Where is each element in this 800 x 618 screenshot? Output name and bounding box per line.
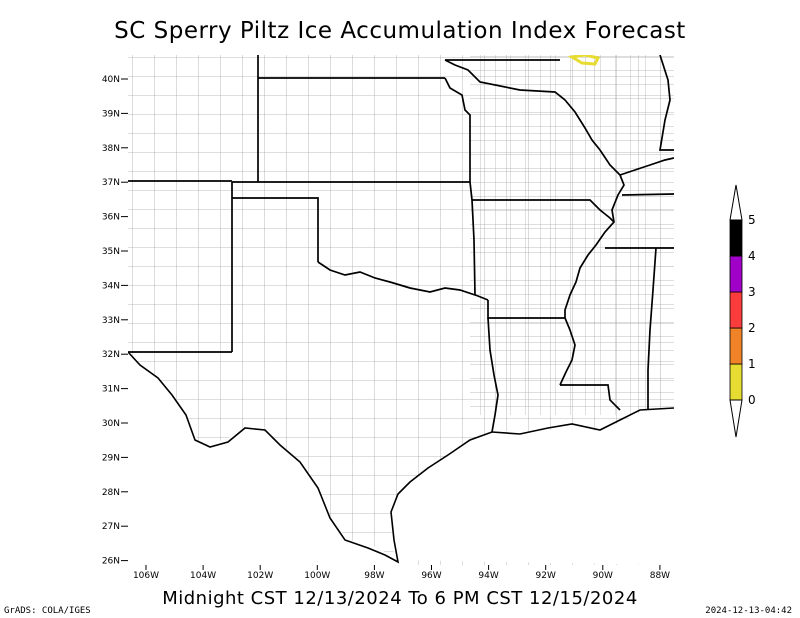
colorbar-swatch	[729, 291, 743, 329]
lat-tick-label: 29N	[102, 453, 120, 463]
lat-tick-label: 35N	[102, 247, 120, 257]
map-content	[128, 55, 674, 565]
colorbar-bottom-arrow	[729, 399, 743, 438]
lat-tick-label: 32N	[102, 350, 120, 360]
gulf-of-mexico	[390, 408, 674, 565]
colorbar-swatch	[729, 255, 743, 293]
run-timestamp: 2024-12-13-04:42	[705, 606, 792, 616]
valid-period: Midnight CST 12/13/2024 To 6 PM CST 12/1…	[162, 588, 638, 609]
mississippi-river-border	[444, 59, 625, 386]
lon-tick-label: 102W	[247, 571, 273, 581]
lon-tick-label: 90W	[593, 571, 613, 581]
lat-tick-label: 38N	[102, 144, 120, 154]
map-title: SC Sperry Piltz Ice Accumulation Index F…	[114, 18, 686, 44]
colorbar-label: 5	[748, 213, 756, 227]
ky-tn-border	[621, 193, 674, 196]
lat37-border	[128, 180, 470, 183]
mexico-area	[128, 352, 400, 565]
lat-tick-label: 39N	[102, 109, 120, 119]
lon-tick-label: 94W	[478, 571, 498, 581]
county-lines-east	[470, 55, 674, 415]
lon-tick-label: 104W	[190, 571, 216, 581]
lon-tick-label: 100W	[304, 571, 330, 581]
state-boundaries	[128, 55, 674, 433]
lat-tick-label: 31N	[102, 385, 120, 395]
lat-tick-label: 34N	[102, 281, 120, 291]
colorbar-label: 0	[748, 393, 756, 407]
lon-tick-label: 88W	[650, 571, 670, 581]
lat-tick-label: 40N	[102, 75, 120, 85]
lat-tick-label: 26N	[102, 557, 120, 567]
colorbar-top-arrow	[729, 184, 743, 221]
tx-la-border	[487, 317, 499, 433]
lat-tick-label: 36N	[102, 213, 120, 223]
colorbar-label: 2	[748, 321, 756, 335]
colorbar-label: 3	[748, 285, 756, 299]
grads-credit: GrADS: COLA/IGES	[4, 606, 91, 616]
colorbar-boxes	[729, 219, 743, 401]
longitude-axis: 106W 104W 102W 100W 98W 96W 94W 92W 90W 88W	[133, 565, 670, 581]
ok-ar-border	[469, 181, 476, 296]
colorbar-swatch	[729, 363, 743, 401]
latitude-axis: 40N 39N 38N 37N 36N 35N 34N 33N 32N 31N 30N 29N 28N 2…	[102, 75, 128, 567]
lon-tick-label: 92W	[536, 571, 556, 581]
colorbar-swatch	[729, 327, 743, 365]
colorbar-swatch	[729, 219, 743, 257]
ice-accumulation-area	[567, 55, 601, 66]
red-river-border	[317, 261, 489, 301]
lat-tick-label: 28N	[102, 488, 120, 498]
la-ms-border	[560, 384, 621, 411]
il-in-border	[658, 55, 674, 151]
colorbar: 0 1 2 3 4 5	[729, 184, 756, 438]
ohio-river-border	[619, 157, 674, 176]
lat-tick-label: 27N	[102, 522, 120, 532]
lon-tick-label: 98W	[364, 571, 384, 581]
coastline	[128, 351, 674, 564]
ok-panhandle-border	[232, 197, 319, 262]
colorbar-label: 4	[748, 249, 756, 263]
lon-tick-label: 106W	[133, 571, 159, 581]
ks-mo-border	[444, 77, 471, 182]
ms-al-border	[647, 247, 657, 410]
colorbar-label: 1	[748, 357, 756, 371]
mo-ar-border	[472, 199, 615, 223]
lon-tick-label: 96W	[421, 571, 441, 581]
lat-tick-label: 30N	[102, 419, 120, 429]
lat-tick-label: 37N	[102, 178, 120, 188]
colorbar-labels: 0 1 2 3 4 5	[748, 213, 756, 407]
lat-tick-label: 33N	[102, 316, 120, 326]
